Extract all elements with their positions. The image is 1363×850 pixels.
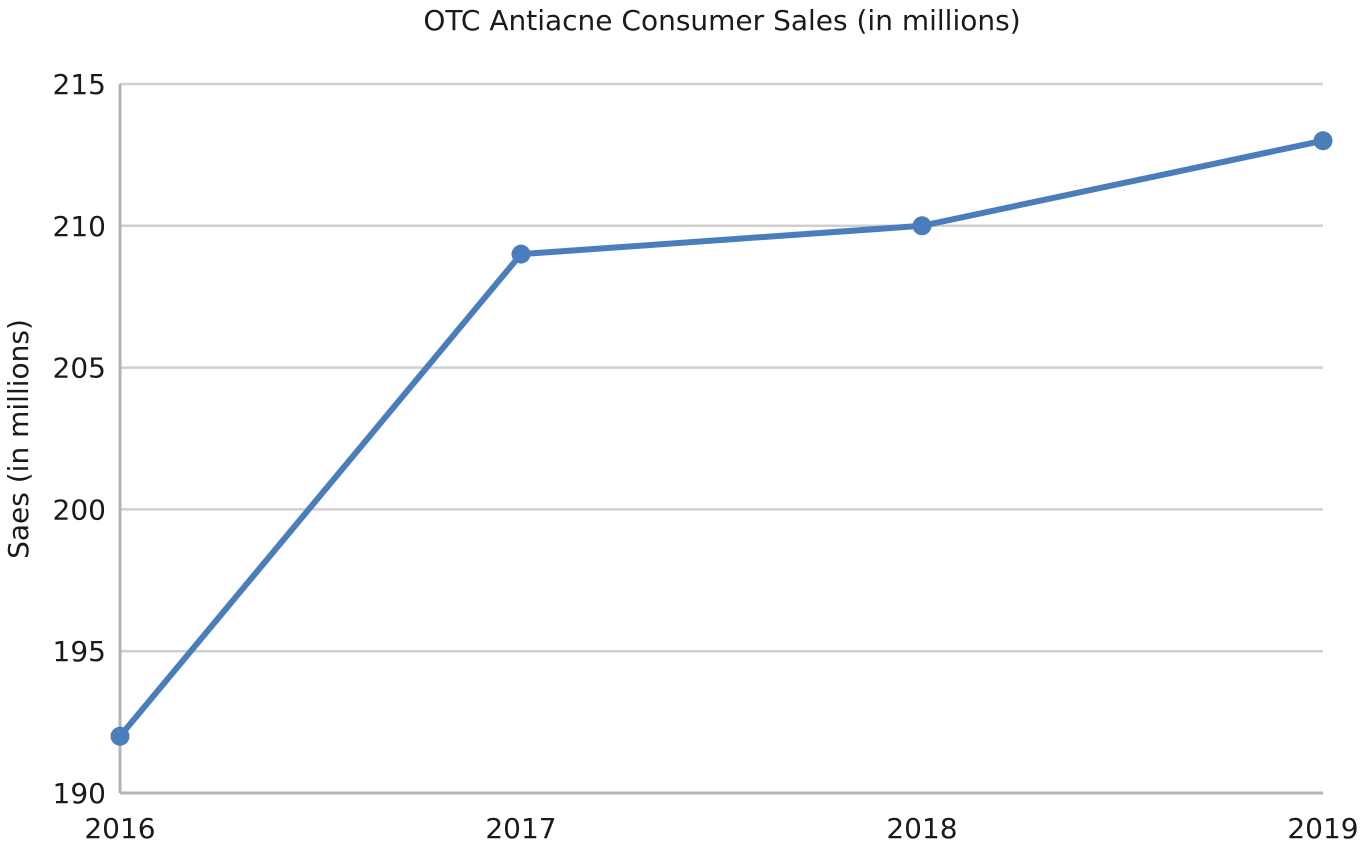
y-tick-label: 195 [53,635,106,668]
y-tick-label: 210 [53,210,106,243]
data-point-2017 [511,244,531,264]
x-tick-label: 2018 [886,812,957,845]
x-tick-label: 2017 [485,812,556,845]
y-tick-label: 205 [53,352,106,385]
data-point-2016 [110,726,130,746]
data-point-2019 [1313,131,1333,151]
y-tick-label: 200 [53,493,106,526]
x-tick-label: 2016 [84,812,155,845]
series-line [117,137,1324,739]
data-point-2018 [912,216,932,236]
chart-title: OTC Antiacne Consumer Sales (in millions… [423,4,1020,37]
y-tick-label: 190 [53,777,106,810]
y-tick-label: 215 [53,68,106,101]
x-tick-label: 2019 [1287,812,1358,845]
y-axis-label: Saes (in millions) [2,319,35,559]
